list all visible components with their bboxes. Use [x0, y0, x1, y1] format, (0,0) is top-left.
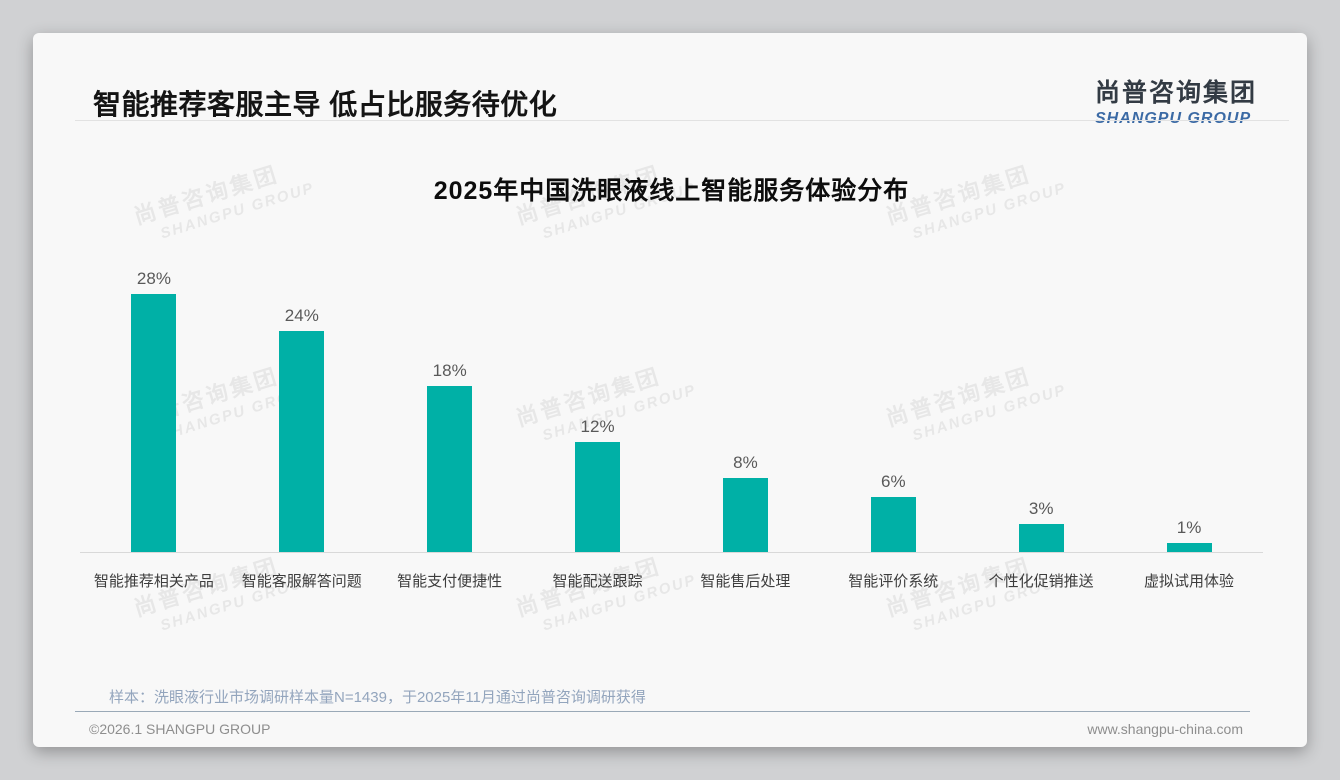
logo-cn-text: 尚普咨询集团 — [1094, 79, 1257, 107]
logo-en-text: SHANGPU GROUP — [1094, 110, 1252, 127]
bar-column: 8% — [672, 453, 820, 552]
category-label: 智能售后处理 — [700, 573, 791, 590]
bar-column: 18% — [376, 361, 524, 552]
bar — [722, 478, 768, 552]
category-label: 智能配送跟踪 — [552, 573, 643, 590]
bar — [279, 331, 325, 552]
plot-area: 28% 24% 18% 12% 8% 6% 3% 1% — [80, 262, 1263, 552]
bar — [575, 441, 621, 552]
bar — [131, 294, 177, 552]
bar — [427, 386, 473, 552]
slide-footer: ©2026.1 SHANGPU GROUP www.shangpu-china.… — [89, 721, 1243, 737]
page-title: 智能推荐客服主导 低占比服务待优化 — [93, 89, 558, 120]
bar-column: 6% — [819, 472, 967, 552]
bar-column: 1% — [1115, 518, 1263, 552]
category-label: 智能推荐相关产品 — [93, 573, 214, 590]
chart-title: 2025年中国洗眼液线上智能服务体验分布 — [433, 177, 910, 205]
value-label: 1% — [1176, 517, 1202, 537]
category-label: 智能评价系统 — [848, 573, 939, 590]
slide: 尚普咨询集团 SHANGPU GROUP 尚普咨询集团 SHANGPU GROUP 尚普… — [33, 33, 1307, 747]
category-label: 个性化促销推送 — [988, 573, 1094, 590]
value-label: 12% — [580, 416, 615, 436]
category-label: 智能支付便捷性 — [397, 573, 503, 590]
category-label: 智能客服解答问题 — [241, 573, 362, 590]
value-label: 28% — [136, 269, 171, 289]
header-divider — [75, 120, 1289, 121]
x-axis-line — [80, 552, 1263, 553]
category-row: 智能推荐相关产品 智能客服解答问题 智能支付便捷性 智能配送跟踪 智能售后处理 智能评价系… — [80, 570, 1263, 591]
bar — [1018, 524, 1064, 552]
sample-note: 样本：洗眼液行业市场调研样本量N=1439，于2025年11月通过尚普咨询调研获… — [109, 689, 646, 706]
bar-chart: 28% 24% 18% 12% 8% 6% 3% 1% 智能推荐相关产品 智能客服解答问题 智能支… — [80, 262, 1263, 591]
bar — [1166, 542, 1212, 552]
value-label: 24% — [284, 306, 319, 326]
website-text: www.shangpu-china.com — [1087, 721, 1243, 737]
value-label: 3% — [1028, 499, 1054, 519]
value-label: 6% — [881, 471, 906, 491]
logo: 尚普咨询集团 SHANGPU GROUP — [1095, 73, 1257, 128]
category-label: 虚拟试用体验 — [1144, 573, 1235, 590]
bar-column: 24% — [228, 306, 376, 552]
value-label: 18% — [432, 361, 467, 381]
bar-column: 12% — [524, 417, 672, 552]
bar-column: 28% — [80, 269, 228, 552]
slide-header: 智能推荐客服主导 低占比服务待优化 尚普咨询集团 SHANGPU GROUP — [93, 71, 1257, 128]
footer-divider — [75, 711, 1250, 712]
bar-column: 3% — [967, 499, 1115, 552]
value-label: 8% — [733, 453, 758, 473]
copyright-text: ©2026.1 SHANGPU GROUP — [89, 721, 271, 737]
bar — [870, 496, 916, 552]
